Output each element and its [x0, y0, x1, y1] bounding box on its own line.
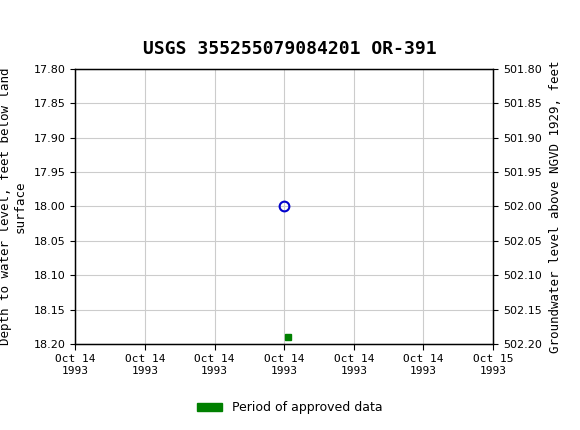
- Y-axis label: Depth to water level, feet below land
surface: Depth to water level, feet below land su…: [0, 68, 27, 345]
- Text: ≡: ≡: [9, 9, 32, 37]
- Y-axis label: Groundwater level above NGVD 1929, feet: Groundwater level above NGVD 1929, feet: [549, 60, 561, 353]
- Text: USGS 355255079084201 OR-391: USGS 355255079084201 OR-391: [143, 40, 437, 58]
- Legend: Period of approved data: Period of approved data: [192, 396, 388, 419]
- Text: USGS: USGS: [32, 12, 100, 33]
